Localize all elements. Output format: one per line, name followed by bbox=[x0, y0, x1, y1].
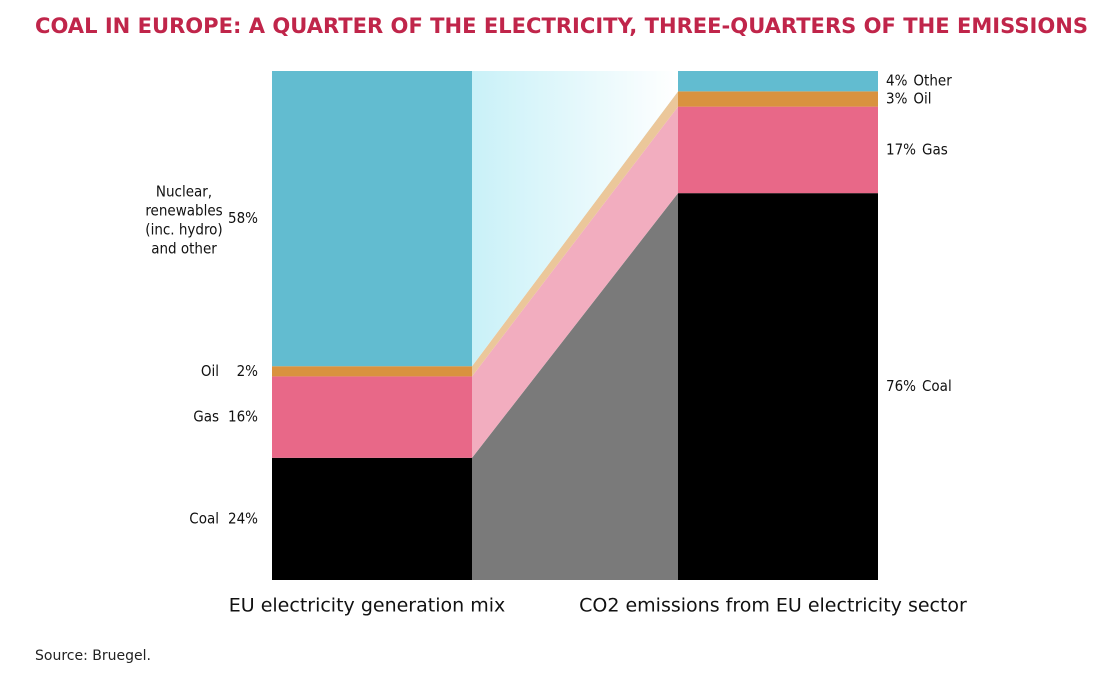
segment-label: Other bbox=[913, 72, 952, 90]
bar-segment bbox=[678, 193, 878, 580]
segment-label-line: (inc. hydro) bbox=[145, 220, 222, 238]
bar-segment bbox=[272, 71, 472, 367]
segment-label: Coal bbox=[922, 377, 952, 395]
source-note: Source: Bruegel. bbox=[35, 648, 151, 664]
chart-title: COAL IN EUROPE: A QUARTER OF THE ELECTRI… bbox=[35, 14, 1088, 38]
value-label: 2% bbox=[237, 362, 259, 380]
value-label: 16% bbox=[228, 408, 258, 426]
value-label: 4% bbox=[886, 72, 908, 90]
segment-label: Nuclear, renewables (inc. hydro) and other bbox=[145, 182, 222, 257]
segment-label: Coal bbox=[189, 509, 219, 527]
value-label: 24% bbox=[228, 509, 258, 527]
value-label: 3% bbox=[886, 89, 908, 107]
segment-label-line: renewables bbox=[145, 201, 222, 219]
flow-band bbox=[472, 193, 678, 580]
x-tick-label: EU electricity generation mix bbox=[229, 595, 505, 617]
bar-segment bbox=[678, 71, 878, 92]
bar-segment bbox=[272, 366, 472, 377]
bar-segment bbox=[678, 106, 878, 194]
segment-label: Oil bbox=[201, 362, 219, 380]
value-label: 76% bbox=[886, 377, 916, 395]
x-tick-label: CO2 emissions from EU electricity sector bbox=[579, 595, 967, 617]
bar-segment bbox=[272, 376, 472, 458]
segment-label: Gas bbox=[193, 408, 219, 426]
flow-band bbox=[472, 106, 678, 458]
flow-band bbox=[472, 91, 678, 377]
value-label: 17% bbox=[886, 140, 916, 158]
segment-label: Gas bbox=[922, 140, 948, 158]
segment-label: Oil bbox=[913, 89, 931, 107]
segment-label-line: and other bbox=[151, 239, 217, 257]
band-fade bbox=[472, 71, 678, 367]
bar-segment bbox=[678, 91, 878, 107]
segment-label-line: Nuclear, bbox=[156, 182, 212, 200]
value-label: 58% bbox=[228, 209, 258, 227]
bar-segment bbox=[272, 457, 472, 580]
